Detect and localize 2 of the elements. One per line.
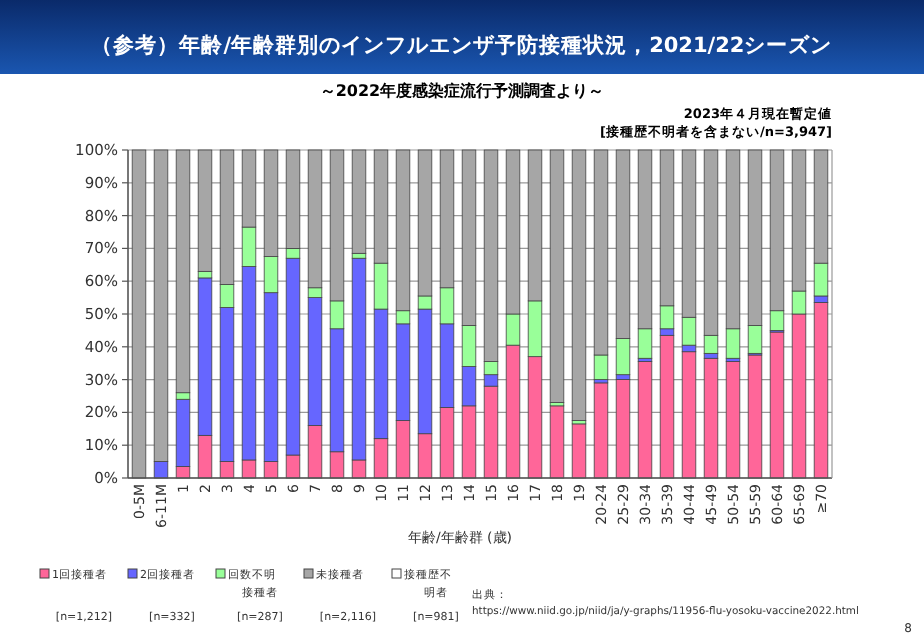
chart-subtitle: ～2022年度感染症流行予測調査より～ bbox=[319, 80, 605, 100]
chart-title: （参考）年齢/年齢群別のインフルエンザ予防接種状況，2021/22シーズン bbox=[91, 32, 833, 58]
